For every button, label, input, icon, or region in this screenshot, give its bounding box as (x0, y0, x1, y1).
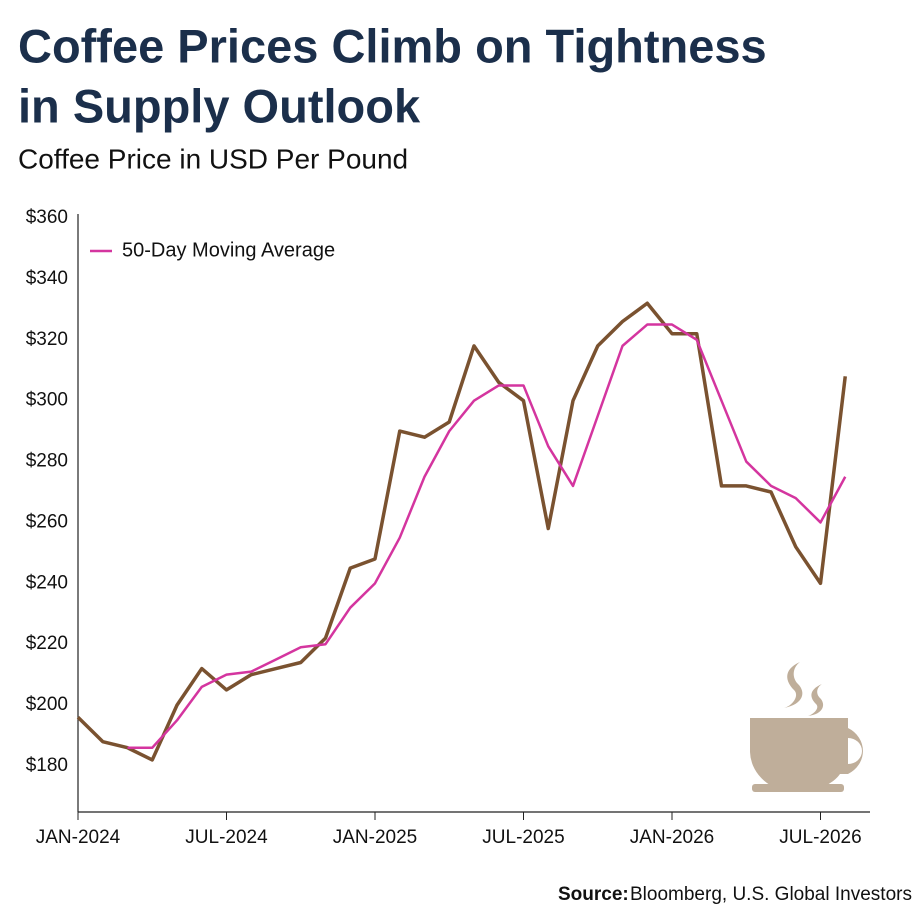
chart-subtitle: Coffee Price in USD Per Pound (18, 143, 408, 174)
y-tick-label: $340 (26, 268, 68, 289)
y-tick-label: $200 (26, 694, 68, 715)
line-series (127, 323, 847, 749)
x-tick-label: JAN-2024 (36, 827, 121, 848)
x-tick-label: JAN-2026 (630, 827, 715, 848)
chart-title: Coffee Prices Climb on Tightness (18, 19, 767, 72)
coffee-icon (750, 662, 863, 792)
x-tick-label: JUL-2025 (482, 827, 564, 848)
source-text: Bloomberg, U.S. Global Investors (630, 884, 912, 905)
y-tick-label: $280 (26, 451, 68, 472)
y-tick-label: $300 (26, 390, 68, 411)
x-tick-label: JUL-2024 (185, 827, 268, 848)
y-tick-label: $320 (26, 329, 68, 350)
x-tick-label: JUL-2026 (779, 827, 861, 848)
source-label: Source: (558, 884, 629, 905)
line-series (76, 301, 847, 762)
y-tick-label: $180 (26, 755, 68, 776)
y-tick-label: $220 (26, 633, 68, 654)
y-tick-label: $240 (26, 572, 68, 593)
y-tick-label: $260 (26, 511, 68, 532)
chart-title: in Supply Outlook (18, 79, 421, 132)
y-tick-label: $360 (26, 207, 68, 228)
x-tick-label: JAN-2025 (333, 827, 418, 848)
legend-label: 50-Day Moving Average (122, 239, 335, 261)
